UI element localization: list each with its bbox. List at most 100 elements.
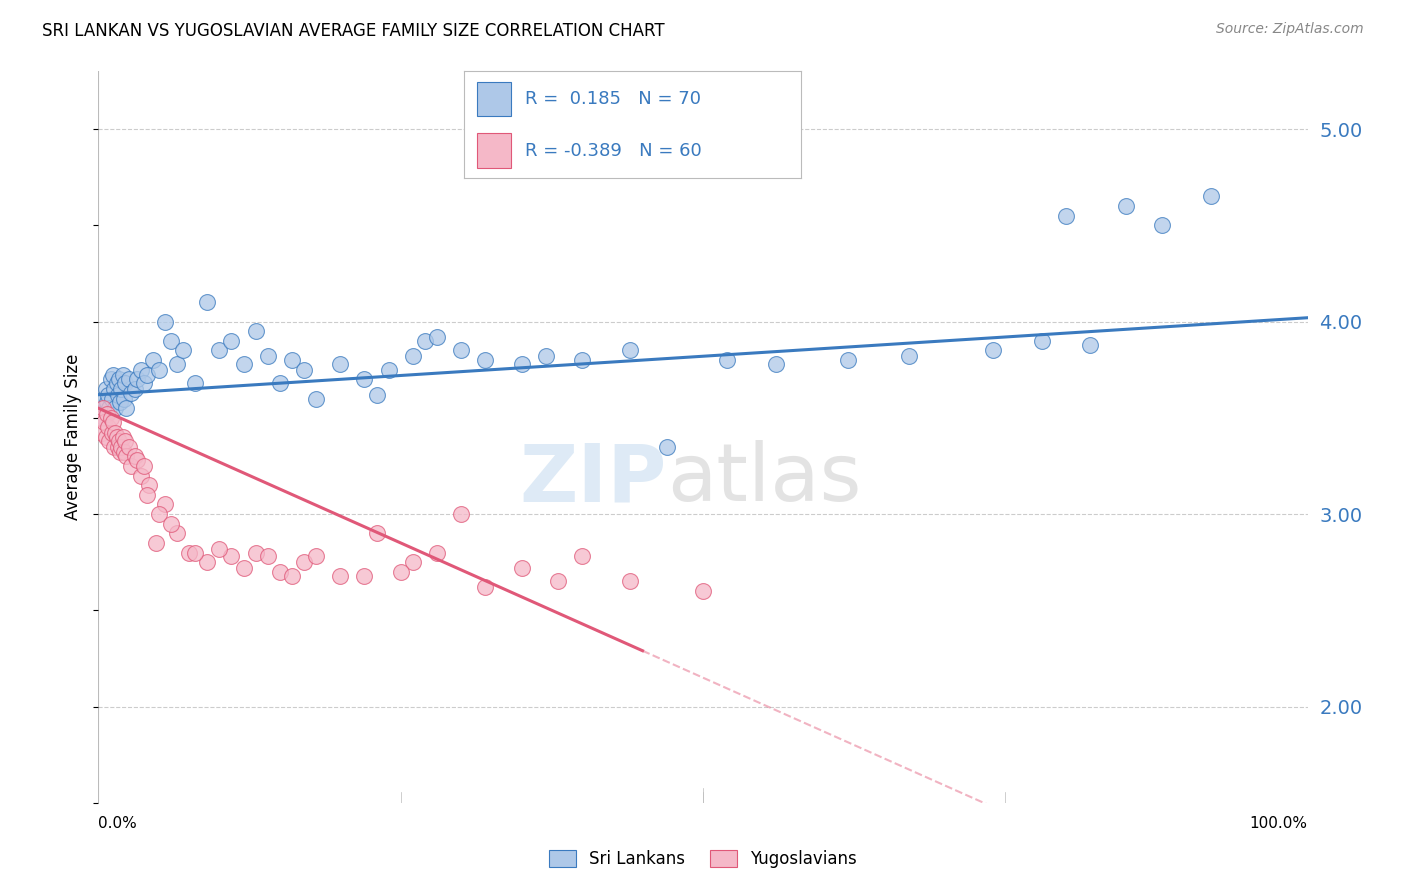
- Point: [184, 376, 207, 391]
- Point: [111, 368, 134, 383]
- Text: R =  0.185   N = 70: R = 0.185 N = 70: [524, 90, 700, 108]
- Point: [232, 561, 254, 575]
- Point: [124, 450, 146, 464]
- Point: [450, 343, 472, 358]
- Point: [100, 426, 122, 441]
- Point: [232, 357, 254, 371]
- Point: [221, 549, 243, 564]
- Text: R = -0.389   N = 60: R = -0.389 N = 60: [524, 142, 702, 160]
- Point: [124, 382, 146, 396]
- Point: [107, 440, 129, 454]
- Point: [110, 440, 132, 454]
- Point: [179, 545, 201, 559]
- Text: Source: ZipAtlas.com: Source: ZipAtlas.com: [1216, 22, 1364, 37]
- Point: [305, 392, 328, 406]
- Point: [1078, 337, 1101, 351]
- Point: [114, 434, 136, 448]
- Point: [897, 349, 920, 363]
- Point: [112, 392, 135, 406]
- Text: 0.0%: 0.0%: [98, 816, 138, 831]
- Point: [93, 410, 115, 425]
- Point: [413, 334, 436, 348]
- Point: [245, 324, 267, 338]
- Point: [115, 401, 138, 416]
- Point: [281, 568, 304, 582]
- Point: [129, 468, 152, 483]
- Point: [120, 385, 142, 400]
- Point: [292, 362, 315, 376]
- Point: [91, 426, 114, 441]
- Point: [105, 376, 128, 391]
- Point: [256, 549, 278, 564]
- Point: [148, 362, 170, 376]
- Point: [305, 549, 328, 564]
- Point: [134, 458, 156, 473]
- Point: [118, 440, 141, 454]
- Point: [619, 574, 641, 589]
- Point: [97, 420, 120, 434]
- Point: [91, 392, 114, 406]
- Point: [450, 507, 472, 521]
- Point: [221, 334, 243, 348]
- Point: [981, 343, 1004, 358]
- Point: [208, 541, 231, 556]
- Point: [103, 382, 125, 396]
- Point: [100, 392, 122, 406]
- Point: [402, 555, 425, 569]
- Point: [1152, 219, 1174, 233]
- Point: [142, 353, 165, 368]
- Point: [96, 395, 118, 409]
- Point: [127, 372, 149, 386]
- Point: [1031, 334, 1053, 348]
- Point: [135, 368, 157, 383]
- Point: [153, 498, 176, 512]
- Point: [127, 453, 149, 467]
- Point: [112, 445, 135, 459]
- Point: [353, 372, 375, 386]
- Point: [93, 415, 115, 429]
- Point: [108, 434, 131, 448]
- Point: [474, 580, 496, 594]
- Point: [195, 295, 218, 310]
- Point: [96, 407, 118, 421]
- Point: [101, 415, 124, 429]
- Point: [138, 478, 160, 492]
- Point: [837, 353, 859, 368]
- Point: [547, 574, 569, 589]
- Text: ZIP: ZIP: [519, 441, 666, 518]
- Point: [94, 430, 117, 444]
- Point: [245, 545, 267, 559]
- Point: [353, 568, 375, 582]
- Point: [100, 372, 122, 386]
- Y-axis label: Average Family Size: Average Family Size: [65, 354, 83, 520]
- Point: [655, 440, 678, 454]
- Point: [115, 450, 138, 464]
- Point: [98, 434, 121, 448]
- Point: [329, 357, 352, 371]
- Point: [110, 382, 132, 396]
- Point: [692, 584, 714, 599]
- Point: [377, 362, 399, 376]
- Point: [195, 555, 218, 569]
- Point: [166, 526, 188, 541]
- Point: [111, 430, 134, 444]
- Point: [269, 565, 291, 579]
- Point: [160, 334, 183, 348]
- Bar: [478, 134, 512, 168]
- Bar: [478, 82, 512, 116]
- Point: [765, 357, 787, 371]
- Point: [153, 315, 176, 329]
- Text: SRI LANKAN VS YUGOSLAVIAN AVERAGE FAMILY SIZE CORRELATION CHART: SRI LANKAN VS YUGOSLAVIAN AVERAGE FAMILY…: [42, 22, 665, 40]
- Point: [571, 353, 593, 368]
- Point: [105, 430, 128, 444]
- Point: [426, 330, 449, 344]
- Point: [619, 343, 641, 358]
- Point: [91, 401, 114, 416]
- Point: [118, 372, 141, 386]
- Point: [107, 388, 129, 402]
- Point: [184, 545, 207, 559]
- Point: [571, 549, 593, 564]
- Point: [108, 395, 131, 409]
- Point: [114, 376, 136, 391]
- Point: [101, 368, 124, 383]
